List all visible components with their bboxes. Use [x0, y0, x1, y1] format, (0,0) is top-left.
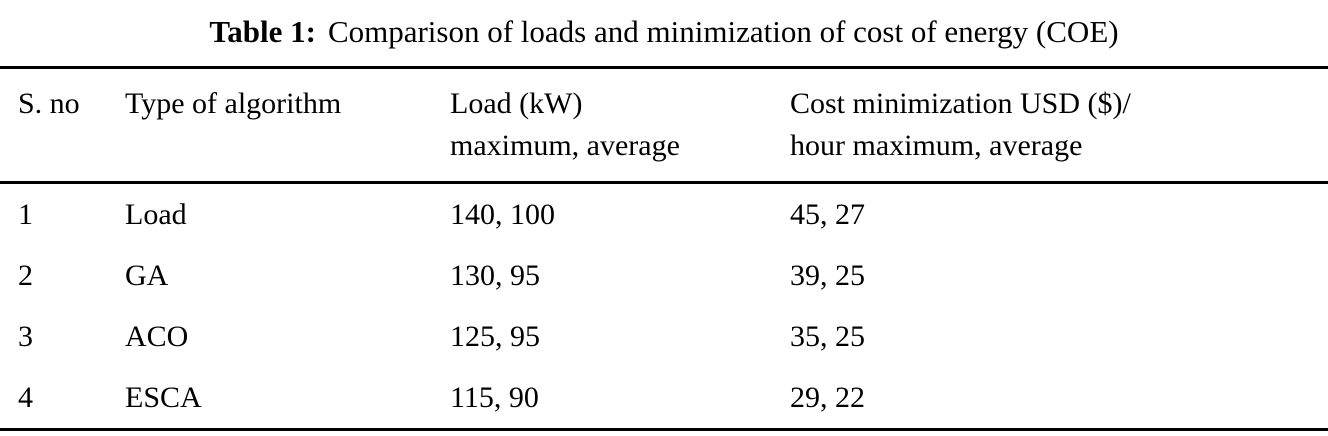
cell-s-no: 3	[18, 319, 33, 353]
cell-load: 130, 95	[450, 258, 540, 292]
header-s-no: S. no	[0, 68, 125, 183]
cell-algorithm: ESCA	[125, 380, 202, 414]
cell-load: 115, 90	[450, 380, 539, 414]
cell-s-no: 4	[18, 380, 33, 414]
table-body: 1 Load 140, 100 45, 27 2 GA 130, 95 39, …	[0, 183, 1328, 430]
cell-load: 140, 100	[450, 197, 555, 231]
header-line: Cost minimization USD ($)/	[790, 87, 1131, 120]
cell-algorithm: GA	[125, 258, 169, 292]
table-caption-text: Comparison of loads and minimization of …	[327, 14, 1119, 49]
table-row: 4 ESCA 115, 90 29, 22	[0, 367, 1328, 430]
header-type-of-algorithm: Type of algorithm	[125, 68, 450, 183]
cell-cost: 35, 25	[790, 319, 865, 353]
cell-cost: 29, 22	[790, 380, 865, 414]
header-line: hour maximum, average	[790, 129, 1083, 162]
cell-load: 125, 95	[450, 319, 540, 353]
header-load-kw: Load (kW) maximum, average	[450, 68, 790, 183]
table-row: 2 GA 130, 95 39, 25	[0, 245, 1328, 306]
header-line: Load (kW)	[450, 87, 583, 120]
header-line: maximum, average	[450, 129, 680, 162]
header-line: Type of algorithm	[125, 87, 342, 120]
table-row: 1 Load 140, 100 45, 27	[0, 183, 1328, 246]
cell-algorithm: ACO	[125, 319, 189, 353]
cell-cost: 45, 27	[790, 197, 865, 231]
header-line: S. no	[18, 87, 80, 120]
header-row: S. no Type of algorithm Load (kW) maximu…	[0, 67, 1328, 183]
cell-cost: 39, 25	[790, 258, 865, 292]
table-row: 3 ACO 125, 95 35, 25	[0, 306, 1328, 367]
comparison-table: S. no Type of algorithm Load (kW) maximu…	[0, 66, 1328, 431]
header-cost-minimization: Cost minimization USD ($)/ hour maximum,…	[790, 68, 1328, 183]
table-header: S. no Type of algorithm Load (kW) maximu…	[0, 67, 1328, 183]
cell-s-no: 2	[18, 258, 33, 292]
cell-algorithm: Load	[125, 197, 187, 231]
table-caption-label: Table 1:	[209, 14, 316, 49]
table-caption: Table 1: Comparison of loads and minimiza…	[0, 0, 1328, 64]
cell-s-no: 1	[18, 197, 33, 231]
